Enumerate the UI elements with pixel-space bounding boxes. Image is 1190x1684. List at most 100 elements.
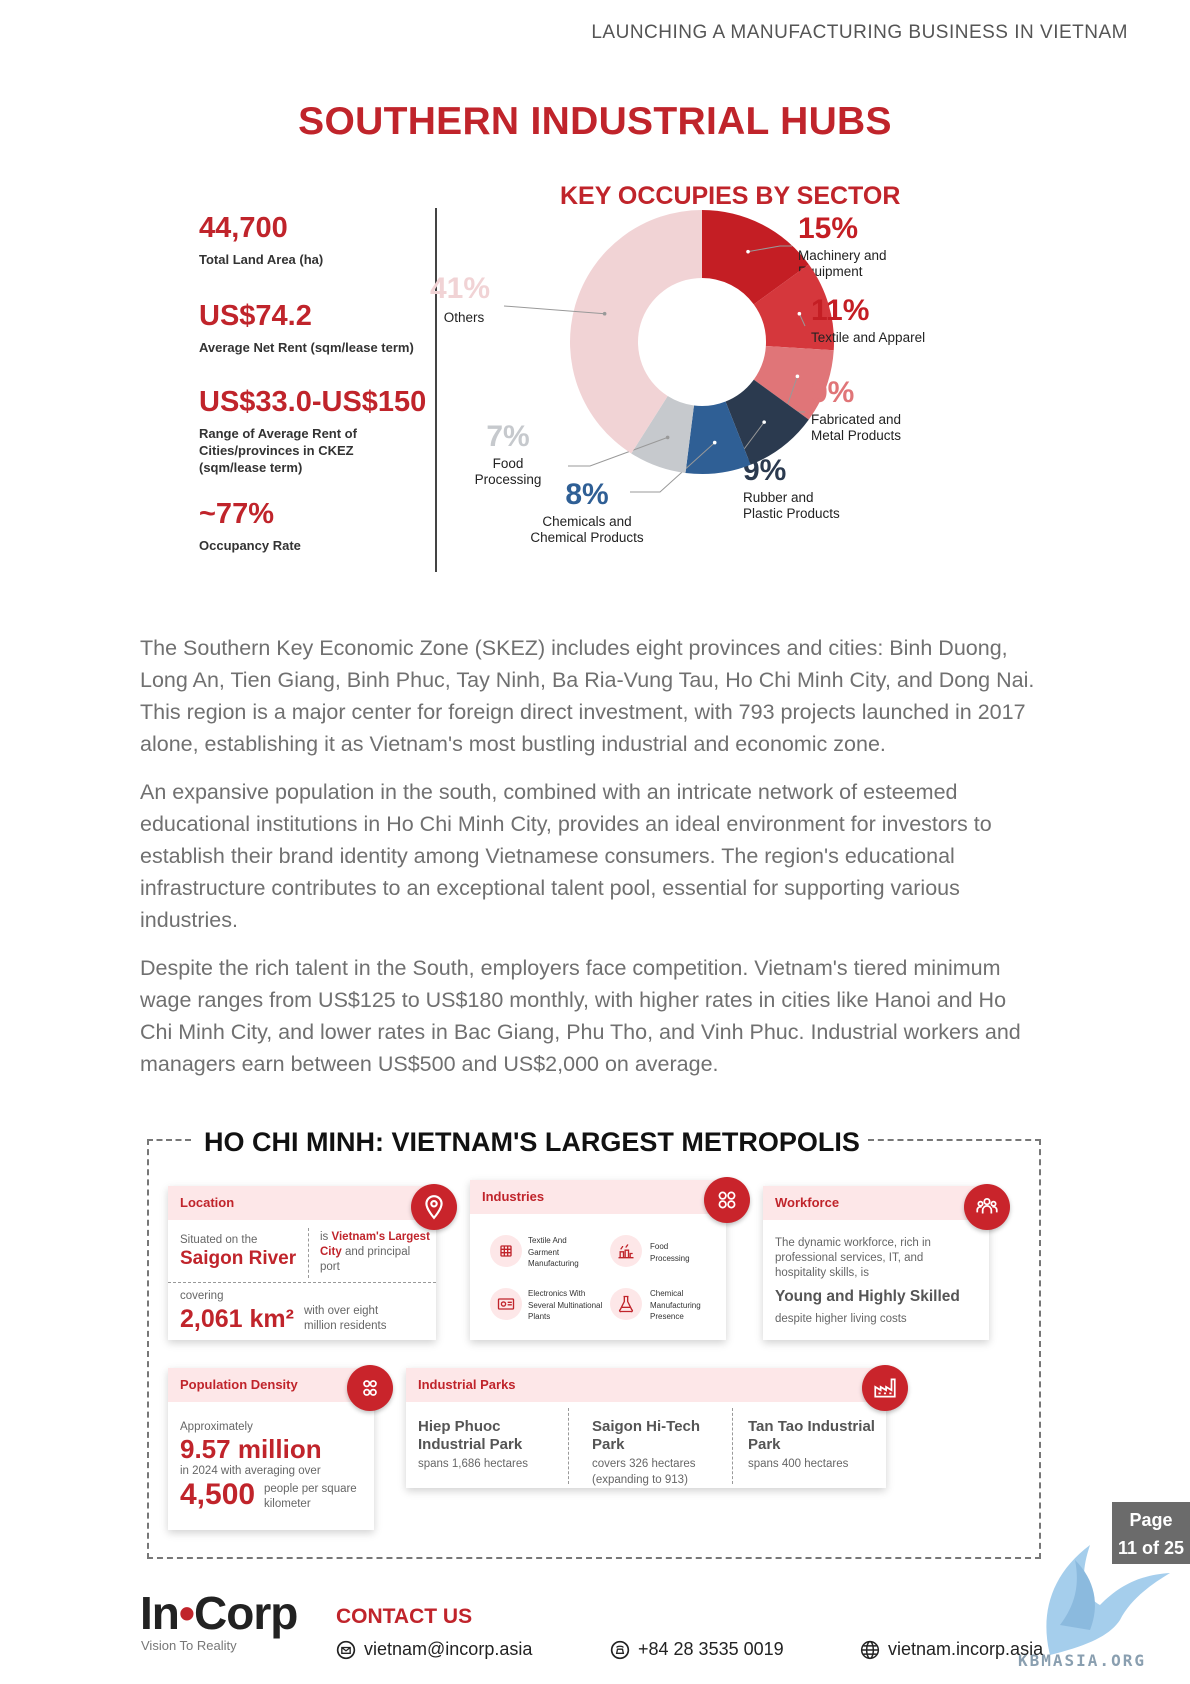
slice-name-label: Chemical Products bbox=[530, 530, 644, 545]
slice-name-label: Processing bbox=[475, 472, 542, 487]
card-header: Workforce bbox=[763, 1186, 989, 1220]
electronics-icon bbox=[490, 1288, 522, 1320]
population-year: in 2024 with averaging over bbox=[180, 1465, 321, 1477]
slice-name-label: Metal Products bbox=[811, 428, 901, 443]
location-is: is bbox=[320, 1231, 329, 1243]
slice-percent-label: 9% bbox=[811, 376, 854, 409]
incorp-logo: In•Corp bbox=[140, 1587, 298, 1639]
running-header: LAUNCHING A MANUFACTURING BUSINESS IN VI… bbox=[591, 22, 1128, 43]
population-density: 4,500 bbox=[180, 1478, 256, 1511]
leader-dot bbox=[712, 440, 717, 445]
donut-slice-machinery-and-equipment bbox=[702, 210, 809, 305]
stat-rent-range: US$33.0-US$150 Range of Average Rent of … bbox=[199, 386, 427, 476]
stat-label: Average Net Rent (sqm/lease term) bbox=[199, 340, 414, 355]
card-header-label: Population Density bbox=[180, 1377, 298, 1392]
slice-name-label: Plastic Products bbox=[743, 506, 840, 521]
contact-email[interactable]: vietnam@incorp.asia bbox=[336, 1639, 532, 1660]
industry-label: Chemical Manufacturing Presence bbox=[650, 1289, 701, 1321]
slice-percent-label: 15% bbox=[798, 212, 858, 245]
location-residents: with over eight million residents bbox=[304, 1305, 387, 1332]
population-value: 9.57 million bbox=[180, 1434, 322, 1464]
location-largest: Vietnam's Largest City bbox=[320, 1231, 430, 1258]
stat-value: US$33.0-US$150 bbox=[199, 386, 427, 418]
workforce-card: Workforce The dynamic workforce, rich in… bbox=[763, 1186, 989, 1340]
donut-slice-chemicals-and-chemical-products bbox=[685, 401, 751, 474]
industries-card: Industries Textile And Garment Manufactu… bbox=[470, 1180, 726, 1340]
slice-name-label: Machinery and bbox=[798, 248, 887, 263]
stats-divider bbox=[435, 208, 437, 572]
leader-dot bbox=[665, 435, 670, 440]
food-processing-icon bbox=[610, 1235, 642, 1267]
population-people-icon bbox=[347, 1365, 393, 1411]
body-text: The Southern Key Economic Zone (SKEZ) in… bbox=[140, 632, 1040, 1096]
leader-dot bbox=[762, 420, 766, 424]
stat-label: Occupancy Rate bbox=[199, 538, 301, 553]
workforce-highlight: Young and Highly Skilled bbox=[775, 1288, 960, 1305]
card-header-label: Industrial Parks bbox=[418, 1377, 516, 1392]
park-desc: covers 326 hectares (expanding to 913) bbox=[592, 1458, 696, 1486]
logo-tagline: Vision To Reality bbox=[141, 1638, 237, 1653]
slice-name-label: Rubber and bbox=[743, 490, 814, 505]
card-header-label: Location bbox=[180, 1195, 235, 1210]
park-desc: spans 1,686 hectares bbox=[418, 1458, 528, 1470]
card-header: Population Density bbox=[168, 1368, 374, 1402]
parks-vsep-2 bbox=[732, 1408, 733, 1484]
phone-icon bbox=[610, 1640, 630, 1659]
population-unit: people per square kilometer bbox=[264, 1483, 357, 1510]
leader-dot bbox=[746, 249, 750, 254]
textile-icon bbox=[490, 1235, 522, 1267]
donut-slice-fabricated-and-metal-products bbox=[753, 346, 834, 420]
chart-title: KEY OCCUPIES BY SECTOR bbox=[560, 182, 901, 210]
workforce-note: despite higher living costs bbox=[775, 1313, 907, 1325]
industry-label: Electronics With Several Multinational P… bbox=[528, 1289, 603, 1321]
parks-vsep-1 bbox=[568, 1408, 569, 1484]
slice-name-label: Textile and Apparel bbox=[811, 330, 925, 345]
donut-slice-rubber-and-plastic-products bbox=[725, 379, 809, 465]
leader-dot bbox=[795, 374, 800, 379]
donut-slice-food-processing bbox=[631, 396, 694, 473]
paragraph-1: The Southern Key Economic Zone (SKEZ) in… bbox=[140, 636, 1035, 756]
page-indicator: Page 11 of 25 bbox=[1112, 1502, 1190, 1564]
industry-label: Textile And Garment Manufacturing bbox=[528, 1236, 579, 1268]
contact-phone[interactable]: +84 28 3535 0019 bbox=[610, 1639, 784, 1660]
factory-icon bbox=[862, 1365, 908, 1411]
leader-line bbox=[630, 442, 716, 493]
location-port: principal port bbox=[320, 1246, 411, 1273]
industrial-parks-card: Industrial Parks Hiep Phuoc Industrial P… bbox=[406, 1368, 886, 1488]
location-and: and bbox=[344, 1246, 365, 1258]
paragraph-3: Despite the rich talent in the South, em… bbox=[140, 956, 1021, 1076]
watermark-text: KBMASIA.ORG bbox=[1018, 1651, 1146, 1670]
location-covering: covering bbox=[180, 1290, 224, 1302]
donut-slice-textile-and-apparel bbox=[753, 264, 834, 351]
email-icon bbox=[336, 1640, 356, 1659]
location-river: Saigon River bbox=[180, 1248, 297, 1269]
page-title: SOUTHERN INDUSTRIAL HUBS bbox=[298, 100, 892, 143]
stat-value: ~77% bbox=[199, 498, 274, 530]
slice-name-label: Chemicals and bbox=[542, 514, 631, 529]
hcm-frame-top-left bbox=[147, 1139, 191, 1141]
hcm-section-title: HO CHI MINH: VIETNAM'S LARGEST METROPOLI… bbox=[204, 1127, 860, 1157]
website-text: vietnam.incorp.asia bbox=[888, 1639, 1044, 1659]
chemical-flask-icon bbox=[610, 1288, 642, 1320]
card-header: Industries bbox=[470, 1180, 726, 1214]
stat-label: Range of Average Rent of Cities/province… bbox=[199, 426, 357, 475]
leader-line bbox=[798, 313, 806, 327]
hcm-frame-top-right bbox=[868, 1139, 1041, 1141]
slice-percent-label: 9% bbox=[743, 454, 786, 487]
contact-website[interactable]: vietnam.incorp.asia bbox=[860, 1639, 1043, 1660]
park-name: Tan Tao Industrial Park bbox=[748, 1418, 875, 1453]
leader-line bbox=[503, 305, 605, 315]
email-text: vietnam@incorp.asia bbox=[364, 1639, 533, 1659]
location-hsep bbox=[168, 1282, 436, 1283]
leader-line bbox=[568, 436, 668, 467]
location-card: Location Situated on the Saigon River is… bbox=[168, 1186, 436, 1340]
card-header: Location bbox=[168, 1186, 436, 1220]
logo-left: In bbox=[140, 1587, 180, 1639]
card-header: Industrial Parks bbox=[406, 1368, 886, 1402]
paragraph-2: An expansive population in the south, co… bbox=[140, 780, 992, 932]
slice-percent-label: 41% bbox=[430, 272, 490, 305]
slice-percent-label: 7% bbox=[486, 420, 529, 453]
park-desc: spans 400 hectares bbox=[748, 1458, 849, 1470]
population-approx: Approximately bbox=[180, 1421, 253, 1433]
